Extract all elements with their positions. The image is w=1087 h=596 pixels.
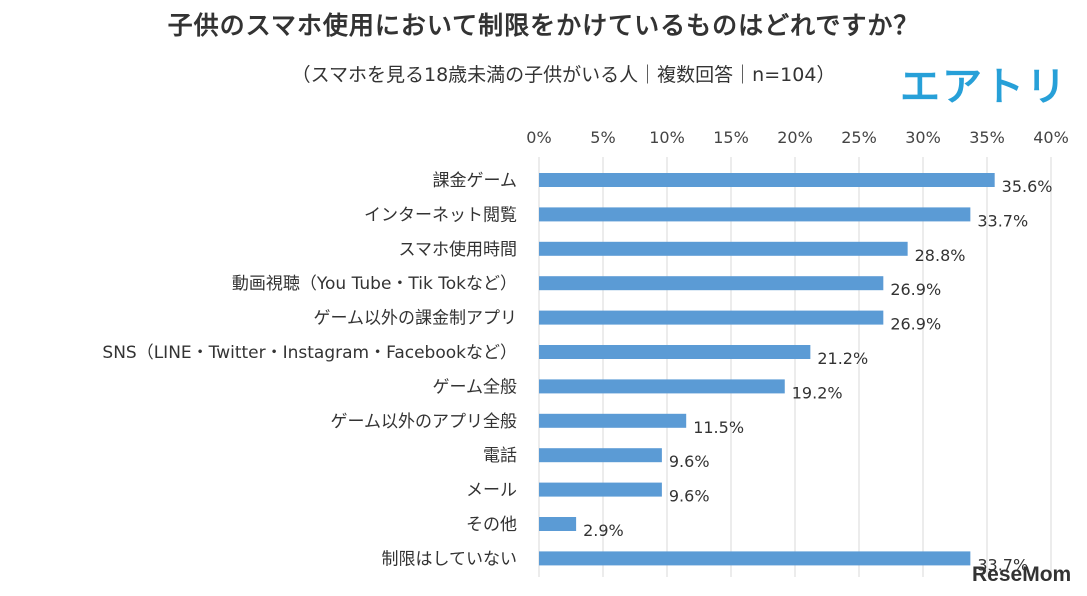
category-label: インターネット閲覧 [364, 205, 517, 225]
category-label: 課金ゲーム [433, 171, 518, 191]
chart-title: 子供のスマホ使用において制限をかけているものはどれですか？ [167, 11, 920, 40]
category-label: 電話 [483, 446, 517, 466]
data-label: 2.9% [583, 521, 624, 540]
x-tick-label: 0% [526, 128, 551, 147]
bar [539, 379, 785, 394]
x-tick-label: 35% [969, 128, 1005, 147]
bar [539, 517, 577, 531]
x-tick-label: 30% [905, 128, 941, 147]
data-label: 35.6% [1002, 177, 1053, 196]
x-tick-label: 15% [713, 128, 749, 147]
data-label: 26.9% [890, 315, 941, 334]
data-label: 19.2% [792, 383, 843, 402]
x-tick-label: 40% [1033, 128, 1069, 147]
data-label: 21.2% [817, 349, 868, 368]
bar [539, 241, 908, 256]
bar [539, 482, 662, 497]
data-label: 33.7% [977, 555, 1028, 574]
data-label: 9.6% [669, 487, 710, 506]
category-label: その他 [466, 515, 517, 535]
watermark-logo: ReseMom [972, 563, 1072, 586]
bar [539, 551, 971, 566]
x-tick-label: 20% [777, 128, 813, 147]
bar [539, 310, 884, 325]
category-label: メール [466, 481, 517, 501]
category-label: SNS（LINE・Twitter・Instagram・Facebookなど） [102, 343, 517, 363]
chart-subtitle: （スマホを見る18歳未満の子供がいる人｜複数回答｜n=104） [291, 64, 836, 86]
data-label: 9.6% [669, 452, 710, 471]
category-label: 動画視聴（You Tube・Tik Tokなど） [232, 274, 517, 294]
category-label: ゲーム以外のアプリ全般 [331, 412, 518, 432]
data-label: 11.5% [693, 418, 744, 437]
category-label: ゲーム全般 [433, 377, 518, 397]
bar [539, 173, 995, 187]
data-label: 28.8% [915, 246, 966, 265]
x-tick-label: 5% [590, 128, 615, 147]
brand-logo: エアトリ [900, 65, 1068, 109]
x-tick-label: 25% [841, 128, 877, 147]
category-label: スマホ使用時間 [399, 239, 518, 260]
data-label: 33.7% [977, 211, 1028, 230]
x-tick-label: 10% [649, 128, 685, 147]
bar [539, 207, 971, 222]
bar [539, 448, 662, 463]
category-label: ゲーム以外の課金制アプリ [314, 309, 518, 329]
data-label: 26.9% [890, 280, 941, 299]
category-label: 制限はしていない [382, 549, 518, 569]
bar [539, 345, 811, 359]
bar [539, 413, 687, 428]
bar [539, 276, 884, 291]
